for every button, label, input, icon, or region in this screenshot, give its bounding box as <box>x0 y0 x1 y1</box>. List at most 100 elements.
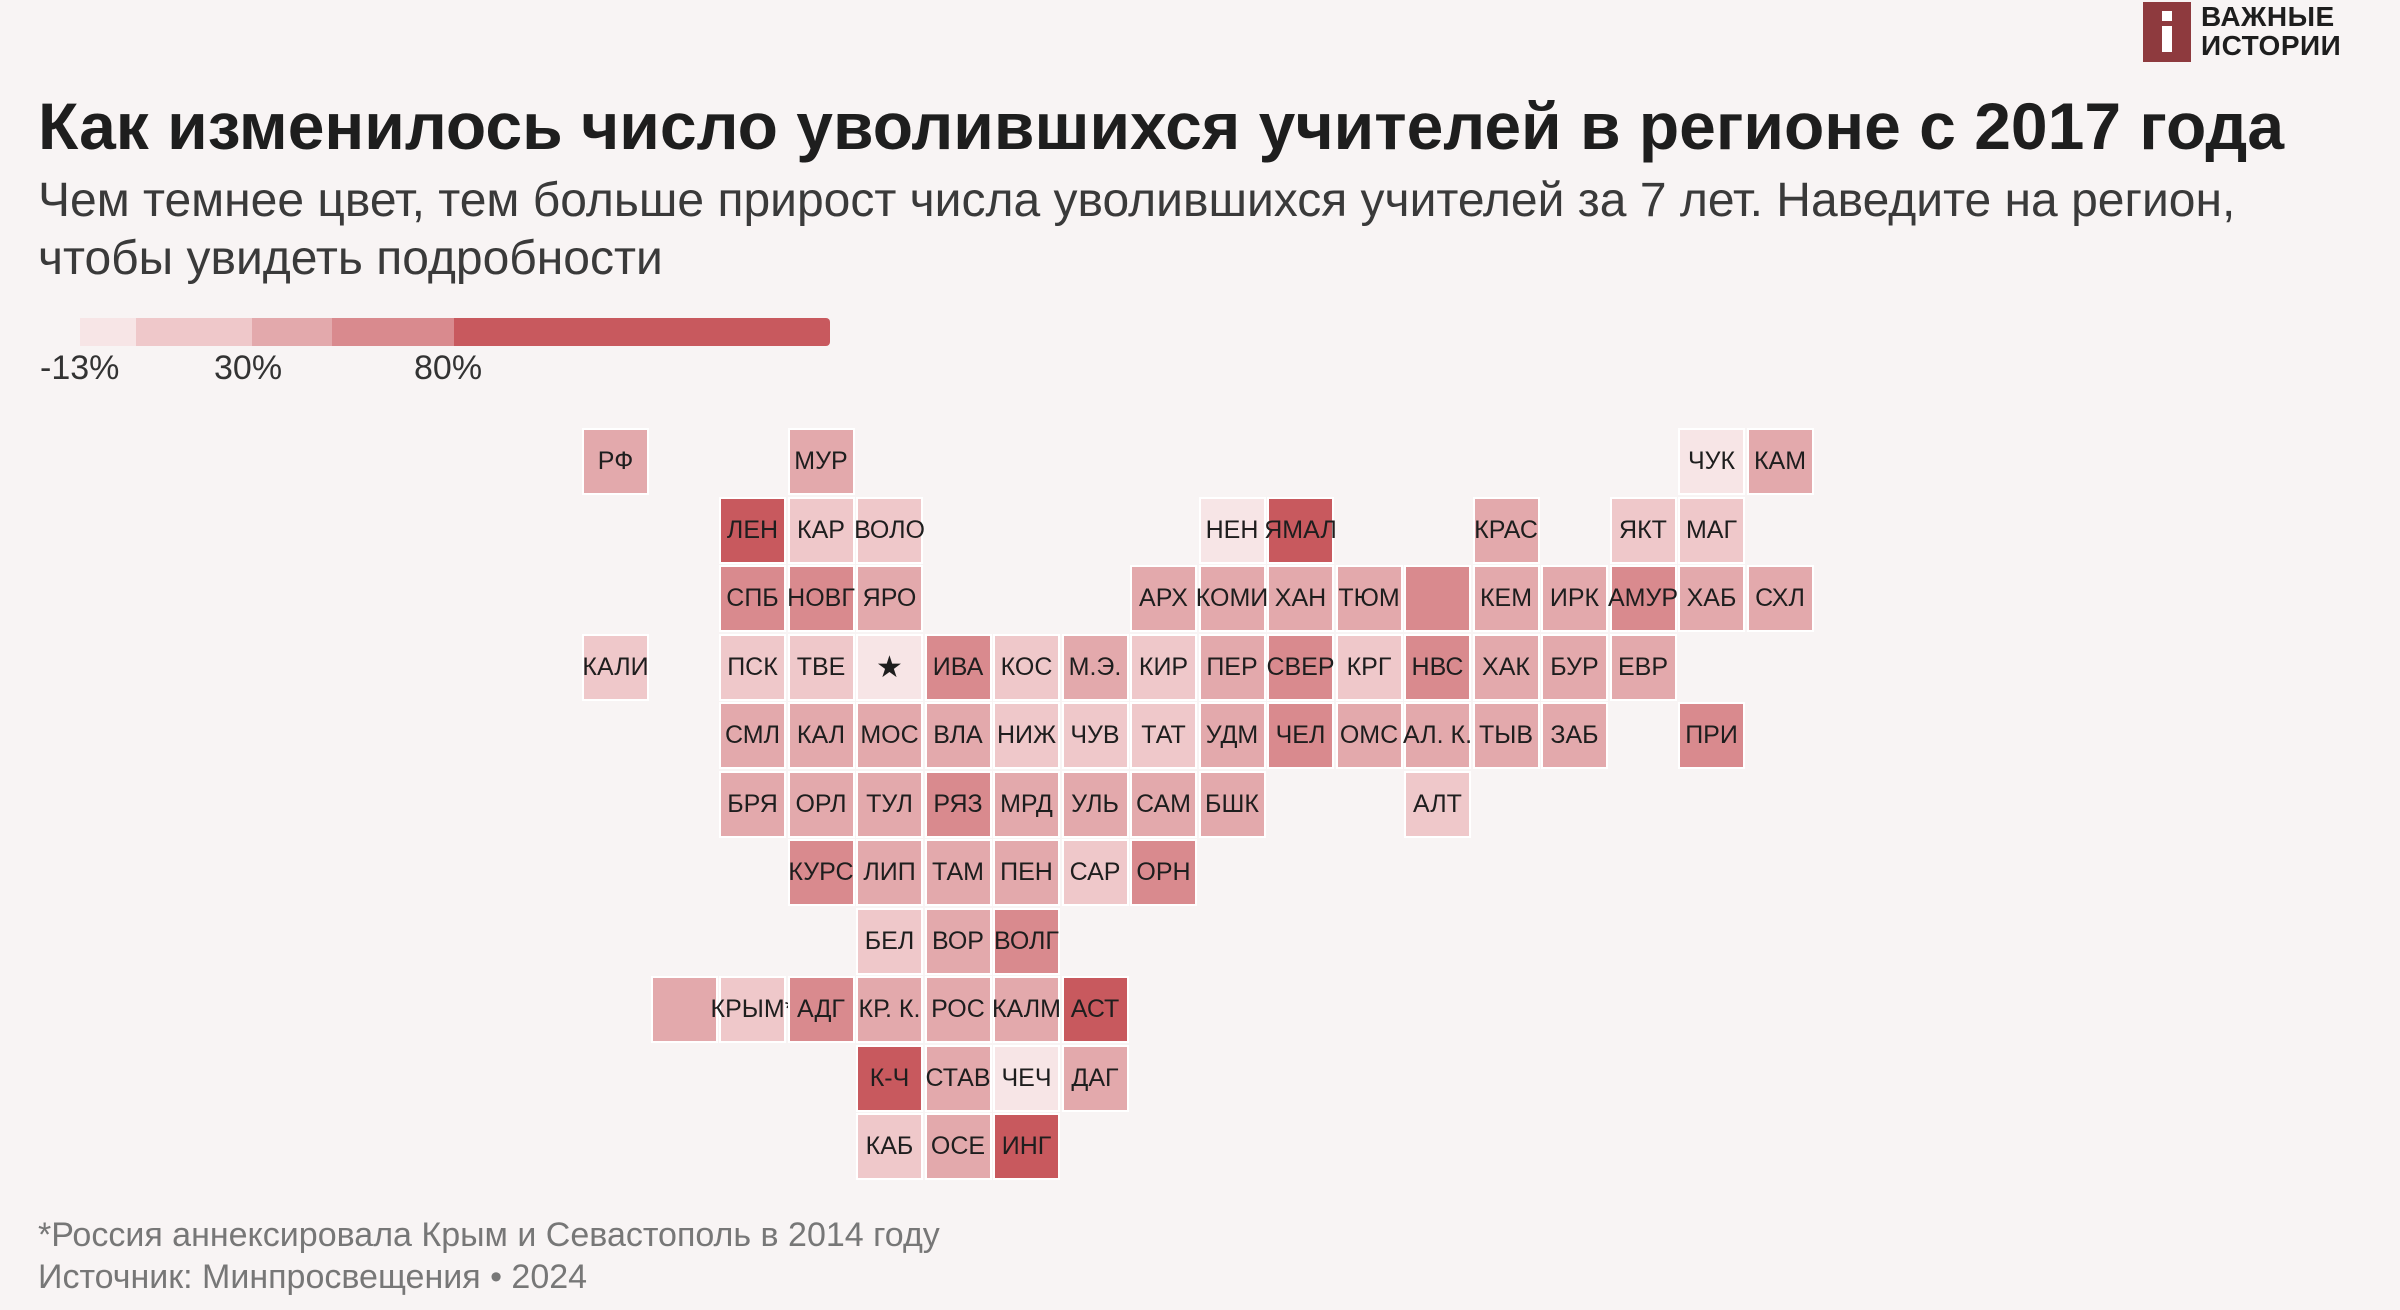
region-tile[interactable]: К-Ч <box>856 1044 923 1112</box>
region-label: ОСЕ <box>930 1132 986 1160</box>
region-tile[interactable]: АМУР <box>1608 565 1678 632</box>
region-tile[interactable]: ИНГ <box>993 1113 1060 1180</box>
region-tile[interactable]: ВОР <box>924 907 992 975</box>
region-label: КИР <box>1138 652 1189 681</box>
region-tile[interactable]: БУР <box>1541 633 1608 701</box>
region-tile[interactable]: МУР <box>787 428 855 495</box>
region-tile[interactable]: ТАТ <box>1130 702 1197 769</box>
region-tile[interactable]: ВЛА <box>924 702 992 769</box>
region-tile[interactable]: САМ <box>1130 770 1197 838</box>
region-label: АЛ. К. <box>1402 721 1473 749</box>
region-tile[interactable]: ТЫВ <box>1472 702 1540 769</box>
region-tile[interactable]: АЛ. К. <box>1402 702 1473 769</box>
region-tile[interactable]: КАЛИ <box>582 633 649 701</box>
region-tile[interactable]: ОМС <box>1335 702 1403 769</box>
region-tile[interactable]: АДГ <box>787 976 855 1043</box>
region-tile[interactable]: ИВА <box>924 633 992 701</box>
footnote: *Россия аннексировала Крым и Севастополь… <box>38 1216 940 1254</box>
region-tile[interactable]: ТУЛ <box>856 770 923 838</box>
region-tile[interactable]: НВС <box>1404 633 1471 701</box>
region-tile[interactable]: ОРЛ <box>787 770 855 838</box>
region-tile[interactable]: КР. К. <box>856 976 923 1043</box>
region-tile[interactable]: ЯРО <box>856 565 923 632</box>
region-tile[interactable]: НЕН <box>1198 496 1266 564</box>
region-tile[interactable]: ЧУВ <box>1061 702 1129 769</box>
region-tile[interactable]: РОС <box>924 976 992 1043</box>
region-tile[interactable]: УДМ <box>1198 702 1266 769</box>
region-tile[interactable]: СТАВ <box>924 1044 992 1112</box>
region-tile[interactable]: ИРК <box>1541 565 1608 632</box>
region-tile[interactable]: ЧЕЧ <box>993 1044 1060 1112</box>
region-tile[interactable]: СМЛ <box>719 702 786 769</box>
region-tile[interactable]: МАГ <box>1678 496 1745 564</box>
region-tile[interactable]: КАЛ <box>787 702 855 769</box>
region-tile[interactable]: КАМ <box>1746 428 1814 495</box>
region-tile[interactable]: ВОЛГ <box>993 907 1060 975</box>
region-tile[interactable]: ПСК <box>719 633 786 701</box>
region-tile[interactable]: ВОЛО <box>854 496 925 564</box>
region-label: СПБ <box>726 584 779 612</box>
region-tile[interactable]: МОС <box>856 702 923 769</box>
region-tile[interactable]: СВЕР <box>1266 633 1335 701</box>
region-tile[interactable]: М.Э. <box>1061 633 1129 701</box>
region-tile[interactable]: КАБ <box>856 1113 923 1180</box>
region-tile[interactable]: КИР <box>1130 633 1197 701</box>
region-label: САМ <box>1135 789 1191 818</box>
region-tile[interactable]: ЧЕЛ <box>1267 702 1334 769</box>
region-tile[interactable]: СПБ <box>719 565 786 632</box>
region-tile[interactable]: ЕВР <box>1609 633 1677 701</box>
region-tile[interactable]: КЕМ <box>1472 565 1540 632</box>
region-tile[interactable]: УЛЬ <box>1061 770 1129 838</box>
region-tile[interactable]: НИЖ <box>993 702 1060 769</box>
region-tile[interactable]: САР <box>1061 839 1129 906</box>
region-tile[interactable]: КРЫМ* <box>711 976 794 1043</box>
region-tile[interactable]: КРГ <box>1335 633 1403 701</box>
region-tile[interactable]: ТЮМ <box>1335 565 1403 632</box>
region-tile[interactable]: ПЕН <box>993 839 1060 906</box>
region-tile[interactable]: ЛЕН <box>719 496 786 564</box>
region-tile[interactable]: АСТ <box>1061 976 1129 1043</box>
region-tile[interactable]: БЕЛ <box>856 907 923 975</box>
region-label: КРАС <box>1474 515 1538 544</box>
region-tile[interactable]: ОРН <box>1130 839 1197 906</box>
region-tile[interactable]: ДАГ <box>1061 1044 1129 1112</box>
legend-label-mid: 30% <box>214 349 283 387</box>
region-tile[interactable]: ТВЕ <box>787 633 855 701</box>
region-tile[interactable]: МРД <box>993 770 1060 838</box>
region-tile[interactable]: БРЯ <box>719 770 786 838</box>
region-tile[interactable]: ★ <box>856 633 923 701</box>
region-tile[interactable]: РФ <box>582 428 649 495</box>
region-label: ЗАБ <box>1550 721 1599 749</box>
region-tile[interactable]: КУРС <box>787 839 855 906</box>
region-tile[interactable]: ЗАБ <box>1541 702 1608 769</box>
region-tile[interactable]: ХАК <box>1472 633 1540 701</box>
region-tile[interactable]: НОВГ <box>787 565 855 632</box>
region-tile[interactable]: ХАН <box>1267 565 1334 632</box>
region-label: САР <box>1069 858 1121 886</box>
region-tile[interactable]: ПЕР <box>1198 633 1266 701</box>
region-tile[interactable]: ПРИ <box>1678 702 1745 769</box>
region-tile[interactable]: КАЛМ <box>992 976 1061 1043</box>
region-tile[interactable] <box>1404 565 1471 632</box>
region-tile[interactable]: КОМИ <box>1196 565 1268 632</box>
region-tile[interactable]: ТАМ <box>924 839 992 906</box>
region-label: НВС <box>1411 652 1464 681</box>
region-label: БРЯ <box>727 789 778 818</box>
region-tile[interactable]: АЛТ <box>1404 770 1471 838</box>
region-tile[interactable]: ЛИП <box>856 839 923 906</box>
region-tile[interactable]: РЯЗ <box>924 770 992 838</box>
region-tile[interactable]: ЧУК <box>1678 428 1745 495</box>
region-tile[interactable]: ОСЕ <box>924 1113 992 1180</box>
region-label: ИВА <box>932 652 984 681</box>
region-tile[interactable]: АРХ <box>1130 565 1197 632</box>
region-tile[interactable]: КАР <box>787 496 855 564</box>
region-tile[interactable]: КРАС <box>1472 496 1540 564</box>
region-tile[interactable]: СХЛ <box>1746 565 1814 632</box>
region-label: ХАН <box>1274 584 1327 612</box>
region-tile[interactable]: ЯМАЛ <box>1264 496 1337 564</box>
region-tile[interactable]: КОС <box>993 633 1060 701</box>
region-tile[interactable]: ХАБ <box>1678 565 1745 632</box>
region-tile[interactable]: БШК <box>1198 770 1266 838</box>
region-tile[interactable]: ЯКТ <box>1609 496 1677 564</box>
region-tile[interactable] <box>650 976 718 1043</box>
